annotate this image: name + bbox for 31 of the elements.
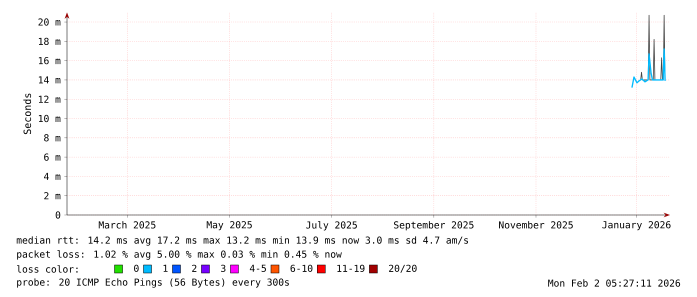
- y-tick-label: 18 m: [38, 38, 60, 45]
- legend-label: 11-19: [337, 264, 364, 272]
- y-tick-label: 2 m: [44, 192, 60, 200]
- legend-label: 2: [192, 264, 196, 272]
- text: median rtt: 14.2 ms avg 17.2 ms max 13.2 ms min 13.9 ms now 3.0 ms sd 4.7 am/s: [16, 236, 468, 246]
- y-tick-label: 6 m: [44, 153, 60, 161]
- y-axis-title: Seconds: [23, 94, 32, 134]
- y-tick-label: 20 m: [38, 18, 60, 26]
- x-tick-label: May 2025: [206, 221, 252, 230]
- text: Mon Feb 2 05:27:11 2026: [548, 279, 680, 287]
- x-tick-label: January 2026: [602, 221, 671, 230]
- x-tick-label: July 2025: [306, 221, 357, 230]
- y-tick-label: 16 m: [38, 57, 60, 64]
- legend-title: loss color:: [17, 265, 78, 273]
- y-tick-label: 10 m: [38, 114, 60, 122]
- y-tick-label: 12 m: [38, 96, 60, 103]
- x-tick-label: September 2025: [394, 221, 474, 230]
- legend-label: 20/20: [389, 264, 417, 273]
- y-tick-label: 8 m: [44, 134, 60, 142]
- legend-label: 1: [164, 264, 168, 272]
- y-tick-label: 0: [56, 211, 60, 219]
- y-tick-label: 4 m: [44, 172, 60, 180]
- legend-label: 3: [221, 264, 226, 272]
- y-tick-label: 14 m: [38, 76, 60, 84]
- legend-label: 6-10: [290, 264, 312, 272]
- text: packet loss: 1.02 % avg 5.00 % max 0.03 % min 0.45 % now: [17, 250, 342, 260]
- legend-label: 0: [134, 264, 139, 272]
- x-tick-label: March 2025: [98, 221, 156, 229]
- text: probe: 20 ICMP Echo Pings (56 Bytes) every 300s: [17, 278, 289, 288]
- legend-label: 4-5: [250, 264, 266, 272]
- x-tick-label: November 2025: [499, 221, 573, 229]
